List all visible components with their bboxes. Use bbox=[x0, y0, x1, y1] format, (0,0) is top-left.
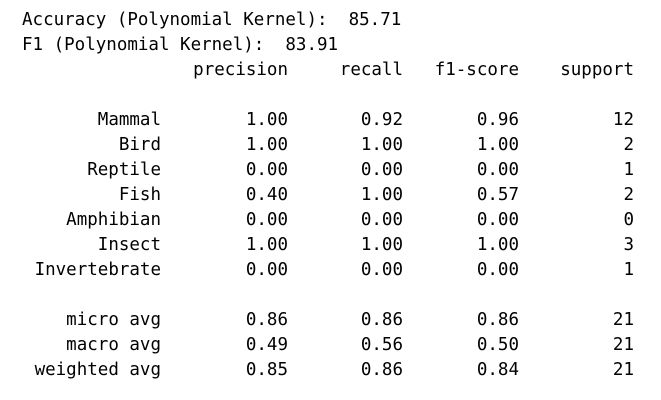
row-recall: 1.00 bbox=[360, 235, 403, 255]
row-label: Bird bbox=[118, 135, 161, 155]
row-precision: 0.00 bbox=[245, 210, 288, 230]
row-precision: 1.00 bbox=[245, 135, 288, 155]
avg-recall: 0.56 bbox=[360, 335, 403, 355]
row-support: 2 bbox=[623, 185, 634, 205]
avg-recall: 0.86 bbox=[360, 310, 403, 330]
row-f1-score: 1.00 bbox=[476, 135, 519, 155]
header-support: support bbox=[560, 60, 634, 80]
row-label: Fish bbox=[118, 185, 161, 205]
row-f1-score: 0.00 bbox=[476, 210, 519, 230]
row-support: 3 bbox=[623, 235, 634, 255]
row-precision: 1.00 bbox=[245, 110, 288, 130]
avg-support: 21 bbox=[612, 335, 634, 355]
avg-precision: 0.85 bbox=[245, 360, 288, 380]
row-recall: 0.00 bbox=[360, 260, 403, 280]
avg-f1-score: 0.50 bbox=[476, 335, 519, 355]
f1-line: F1 (Polynomial Kernel): 83.91 bbox=[22, 35, 339, 55]
row-recall: 1.00 bbox=[360, 185, 403, 205]
row-f1-score: 0.96 bbox=[476, 110, 519, 130]
row-label: Reptile bbox=[87, 160, 161, 180]
header-precision: precision bbox=[193, 60, 288, 80]
row-label: Invertebrate bbox=[34, 260, 161, 280]
row-precision: 1.00 bbox=[245, 235, 288, 255]
avg-support: 21 bbox=[612, 360, 634, 380]
avg-label: weighted avg bbox=[34, 360, 161, 380]
avg-label: micro avg bbox=[66, 310, 161, 330]
row-f1-score: 0.57 bbox=[476, 185, 519, 205]
row-precision: 0.00 bbox=[245, 160, 288, 180]
avg-support: 21 bbox=[612, 310, 634, 330]
row-precision: 0.00 bbox=[245, 260, 288, 280]
row-recall: 1.00 bbox=[360, 135, 403, 155]
row-support: 1 bbox=[623, 260, 634, 280]
row-support: 2 bbox=[623, 135, 634, 155]
accuracy-line: Accuracy (Polynomial Kernel): 85.71 bbox=[22, 10, 402, 30]
row-support: 1 bbox=[623, 160, 634, 180]
row-recall: 0.00 bbox=[360, 160, 403, 180]
row-recall: 0.00 bbox=[360, 210, 403, 230]
row-support: 0 bbox=[623, 210, 634, 230]
row-support: 12 bbox=[612, 110, 634, 130]
avg-f1-score: 0.86 bbox=[476, 310, 519, 330]
avg-precision: 0.49 bbox=[245, 335, 288, 355]
header-recall: recall bbox=[339, 60, 403, 80]
row-f1-score: 0.00 bbox=[476, 160, 519, 180]
avg-f1-score: 0.84 bbox=[476, 360, 519, 380]
row-f1-score: 0.00 bbox=[476, 260, 519, 280]
avg-recall: 0.86 bbox=[360, 360, 403, 380]
row-label: Amphibian bbox=[66, 210, 161, 230]
header-f1-score: f1-score bbox=[434, 60, 519, 80]
row-recall: 0.92 bbox=[360, 110, 403, 130]
row-label: Mammal bbox=[97, 110, 161, 130]
row-precision: 0.40 bbox=[245, 185, 288, 205]
avg-label: macro avg bbox=[66, 335, 161, 355]
avg-precision: 0.86 bbox=[245, 310, 288, 330]
row-f1-score: 1.00 bbox=[476, 235, 519, 255]
row-label: Insect bbox=[97, 235, 161, 255]
